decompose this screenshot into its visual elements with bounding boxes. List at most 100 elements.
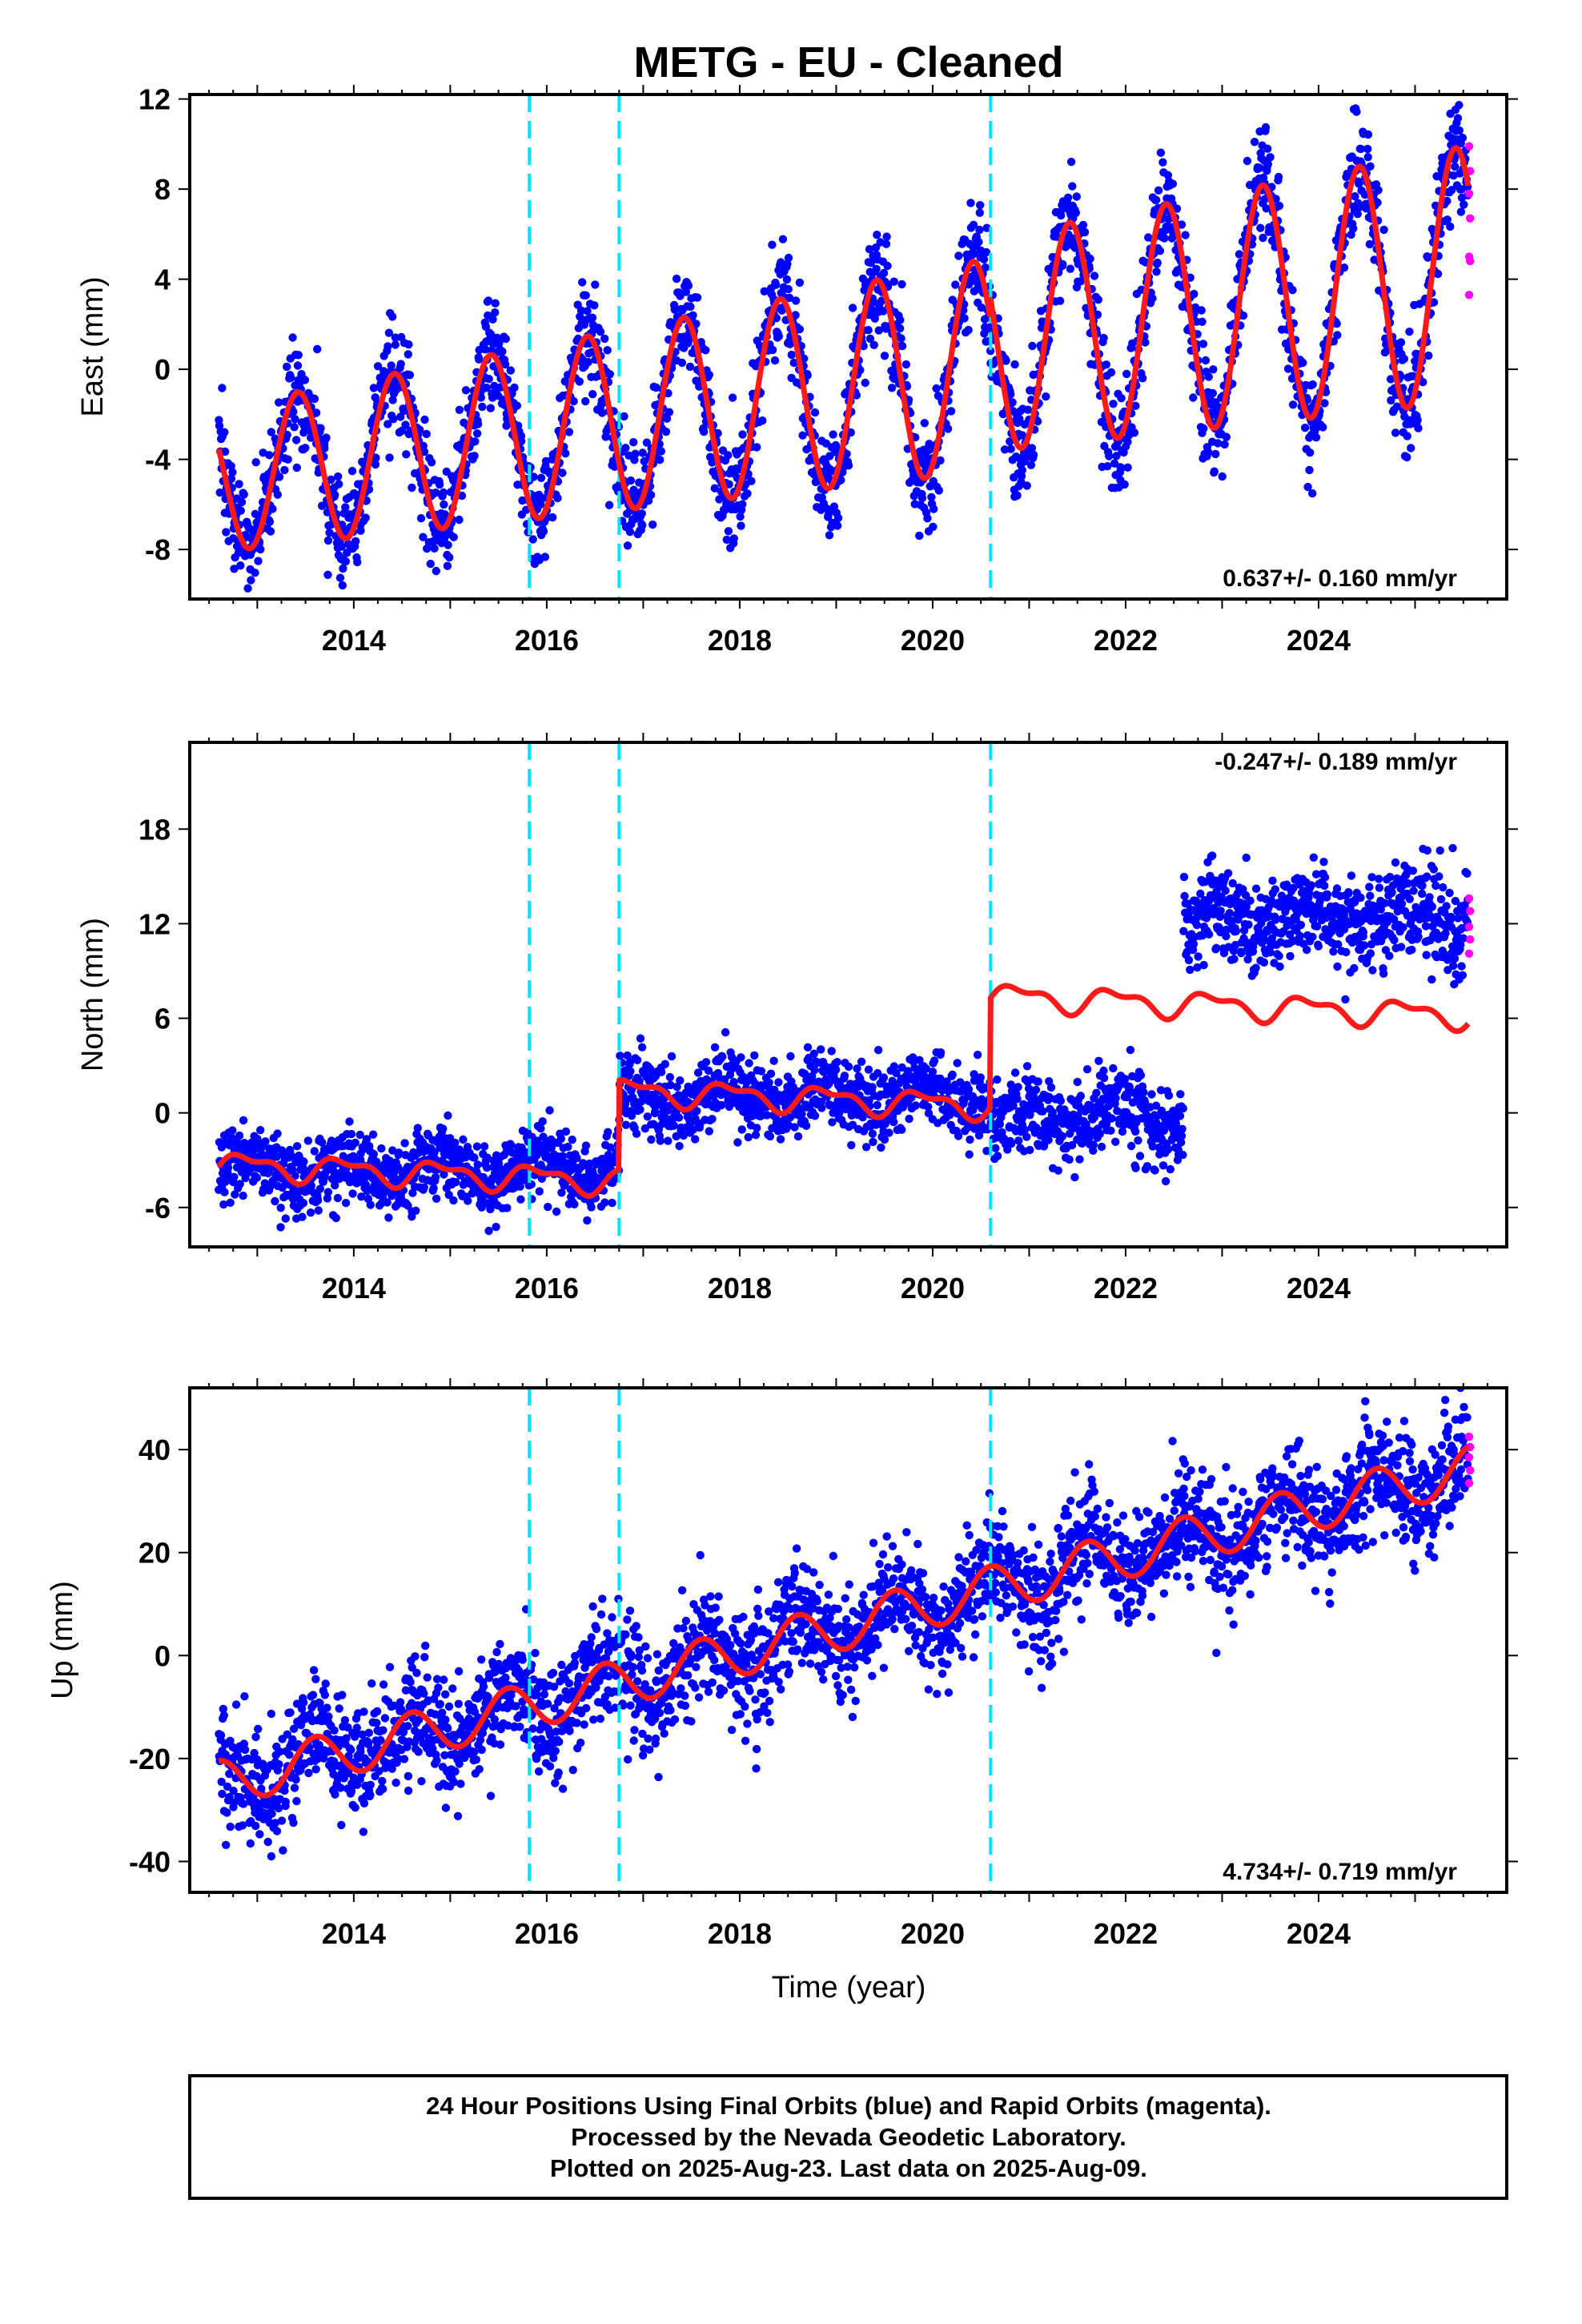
data-point [1260, 195, 1269, 203]
data-point [1063, 193, 1073, 202]
data-point [692, 320, 701, 328]
data-point [1072, 192, 1082, 201]
data-point [725, 480, 733, 489]
data-point [1106, 1126, 1115, 1136]
data-point [473, 420, 483, 428]
data-point [724, 527, 733, 536]
data-point [1148, 294, 1157, 303]
data-point [337, 542, 346, 551]
data-point [252, 1173, 261, 1182]
data-point [737, 521, 745, 530]
data-point [1403, 452, 1411, 462]
data-point [1352, 107, 1361, 116]
data-point [368, 1130, 378, 1139]
data-point [369, 384, 379, 392]
data-point [793, 1132, 803, 1141]
data-point [512, 401, 521, 410]
data-point [744, 1132, 753, 1142]
data-point [283, 362, 291, 372]
data-point [1407, 444, 1415, 452]
data-point [556, 1134, 565, 1144]
data-point [1199, 340, 1208, 348]
data-point [348, 1189, 357, 1198]
data-point [1102, 360, 1111, 369]
data-point [1056, 1096, 1066, 1105]
data-point [256, 1126, 265, 1135]
data-point [426, 559, 435, 569]
data-point [228, 468, 237, 476]
data-point [1353, 210, 1363, 219]
data-point [401, 420, 410, 429]
data-point [736, 512, 745, 521]
data-point [356, 526, 365, 535]
data-point [1022, 1062, 1032, 1071]
data-point [1066, 264, 1075, 273]
data-point [883, 261, 892, 271]
east-rapid-points [1464, 142, 1475, 300]
data-point [588, 390, 597, 399]
data-point [861, 1143, 871, 1152]
data-point [965, 1150, 974, 1159]
data-point [1066, 157, 1076, 167]
data-point [621, 444, 630, 452]
data-point [345, 1117, 354, 1126]
data-point [656, 1068, 666, 1076]
data-point [1057, 211, 1066, 220]
data-point [954, 251, 963, 260]
data-point [1366, 162, 1375, 171]
data-point [637, 509, 646, 518]
data-point [236, 506, 245, 515]
data-point [681, 287, 691, 296]
data-point [676, 292, 685, 300]
data-point [231, 1190, 239, 1199]
data-point [1303, 482, 1312, 492]
data-point [776, 1135, 785, 1144]
data-point [915, 531, 924, 541]
data-point [225, 1140, 234, 1150]
data-point [1034, 1077, 1042, 1086]
data-point [1349, 224, 1358, 233]
data-point [492, 1222, 500, 1232]
data-point [943, 424, 953, 433]
data-point [885, 1128, 893, 1137]
data-point [482, 384, 491, 392]
data-point [873, 231, 881, 239]
data-point [1447, 186, 1456, 195]
data-point [608, 1198, 616, 1208]
data-point [491, 308, 500, 317]
data-point [323, 570, 332, 579]
data-point [1263, 144, 1272, 153]
data-point [1155, 247, 1165, 255]
data-point [1262, 204, 1271, 213]
data-point [294, 351, 303, 360]
data-point [669, 1121, 678, 1130]
data-point [643, 1112, 652, 1121]
data-point [982, 223, 991, 232]
data-point [1010, 1068, 1020, 1077]
data-point [588, 313, 597, 322]
east-x-tick-label: 2018 [708, 624, 772, 657]
data-point [578, 278, 587, 287]
data-point [927, 493, 936, 501]
data-point [1086, 254, 1094, 263]
data-point [265, 517, 275, 526]
data-point [670, 305, 679, 314]
data-point [751, 1131, 761, 1140]
data-point [829, 430, 837, 439]
data-point [1163, 171, 1173, 179]
east-x-tick-label: 2016 [515, 624, 579, 657]
data-point [1007, 1139, 1016, 1148]
data-point [1208, 388, 1218, 398]
east-rate-label: 0.637+/- 0.160 mm/yr [1223, 565, 1457, 592]
data-point [803, 371, 812, 380]
data-point [853, 1064, 861, 1073]
data-point [721, 1027, 730, 1037]
data-point [1214, 439, 1223, 448]
data-point [708, 458, 717, 467]
data-point [897, 341, 907, 351]
data-point [1356, 144, 1366, 154]
data-point [946, 407, 956, 416]
data-point [1222, 432, 1231, 441]
data-point [865, 245, 874, 254]
data-point [1099, 1066, 1108, 1076]
